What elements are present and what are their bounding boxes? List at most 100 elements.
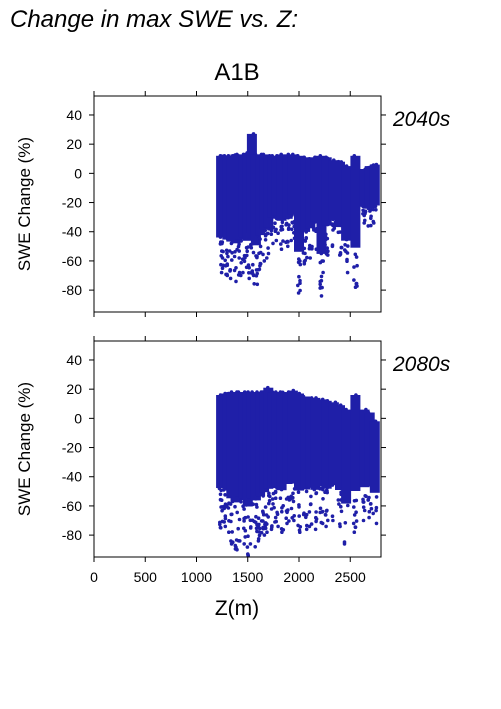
scatter-point bbox=[280, 220, 285, 224]
scatter-point bbox=[308, 243, 312, 248]
scatter-point bbox=[355, 284, 359, 288]
scatter-point bbox=[234, 279, 238, 284]
scatter-point bbox=[313, 527, 318, 532]
scatter-point bbox=[284, 223, 288, 227]
scatter-point bbox=[229, 512, 233, 517]
scatter-point bbox=[324, 252, 329, 256]
scatter-point bbox=[242, 259, 247, 264]
scatter-point bbox=[259, 530, 264, 535]
scatter-point bbox=[292, 518, 296, 523]
scatter-point bbox=[271, 241, 275, 246]
scatter-point bbox=[257, 267, 262, 272]
scatter-point bbox=[279, 247, 284, 251]
scatter-point bbox=[369, 223, 373, 228]
scenario-label: A1B bbox=[214, 59, 259, 86]
scatter-point bbox=[267, 498, 272, 503]
scatter-point bbox=[246, 534, 250, 538]
y-tick-label: 0 bbox=[74, 165, 82, 181]
scatter-point bbox=[374, 505, 379, 510]
point-cluster bbox=[350, 155, 361, 248]
scatter-point bbox=[219, 270, 224, 275]
scatter-point bbox=[233, 504, 237, 509]
scatter-point bbox=[223, 258, 227, 263]
scatter-point bbox=[267, 491, 271, 496]
scatter-point bbox=[320, 509, 325, 514]
scatter-point bbox=[235, 510, 239, 515]
scatter-point bbox=[297, 257, 301, 261]
scatter-point bbox=[261, 509, 265, 514]
scatter-point bbox=[371, 219, 376, 224]
scatter-point bbox=[320, 285, 324, 290]
scatter-point bbox=[230, 258, 234, 262]
scatter-point bbox=[225, 272, 229, 277]
scatter-point bbox=[270, 525, 274, 529]
scatter-point bbox=[291, 495, 295, 500]
scatter-point bbox=[290, 516, 295, 520]
scatter-point bbox=[220, 256, 225, 260]
scatter-point bbox=[352, 530, 357, 534]
scatter-point bbox=[298, 278, 302, 283]
scatter-point bbox=[351, 521, 356, 526]
scatter-point bbox=[233, 250, 237, 254]
scatter-point bbox=[338, 230, 342, 234]
scatter-point bbox=[255, 505, 259, 509]
scatter-point bbox=[237, 270, 242, 275]
scatter-point bbox=[326, 518, 330, 523]
x-tick-label: 500 bbox=[134, 569, 158, 585]
scatter-point bbox=[245, 253, 249, 258]
scatter-point bbox=[246, 552, 250, 556]
scatter-point bbox=[353, 252, 358, 257]
scatter-point bbox=[257, 522, 261, 527]
scatter-point bbox=[291, 499, 296, 504]
scatter-point bbox=[371, 207, 376, 212]
scatter-point bbox=[271, 226, 275, 230]
ticks-2040s: 40 20 0 -20 -40 -60 -80 bbox=[62, 91, 386, 317]
scatter-point bbox=[230, 530, 234, 534]
scatter-point bbox=[332, 226, 337, 230]
scatter-point bbox=[324, 509, 329, 513]
scatter-point bbox=[246, 263, 251, 267]
scatter-point bbox=[281, 504, 286, 508]
y-tick-label: -20 bbox=[62, 440, 82, 456]
scatter-point bbox=[261, 252, 265, 257]
x-tick-label: 1500 bbox=[232, 569, 263, 585]
y-tick-label: -40 bbox=[62, 224, 82, 240]
scatter-point bbox=[303, 239, 308, 243]
scatter-point bbox=[314, 491, 319, 495]
scatter-point bbox=[367, 515, 371, 520]
scatter-point bbox=[242, 519, 246, 523]
scatter-point bbox=[225, 251, 229, 256]
scatter-point bbox=[273, 221, 277, 225]
scatter-point bbox=[318, 487, 322, 491]
scatter-point bbox=[286, 227, 291, 231]
scatter-point bbox=[346, 244, 350, 248]
point-cluster bbox=[335, 161, 345, 228]
scatter-point bbox=[225, 503, 229, 508]
scatter-point bbox=[266, 231, 270, 236]
scatter-point bbox=[251, 262, 255, 267]
point-cluster bbox=[310, 397, 321, 490]
scatter-point bbox=[286, 244, 290, 249]
scatter-point bbox=[287, 519, 291, 523]
scatter-point bbox=[337, 502, 341, 506]
scatter-point bbox=[273, 515, 278, 520]
y-tick-label: 20 bbox=[66, 381, 82, 397]
scatter-point bbox=[308, 256, 313, 260]
y-tick-label: -60 bbox=[62, 253, 82, 269]
point-cluster bbox=[294, 393, 304, 491]
scatter-point bbox=[354, 510, 358, 514]
x-tick-label: 2000 bbox=[283, 569, 314, 585]
scatter-point bbox=[339, 504, 343, 509]
scatter-point bbox=[280, 224, 284, 229]
scatter-point bbox=[265, 522, 269, 526]
y-axis-label-2080s: SWE Change (%) bbox=[15, 382, 34, 516]
scatter-point bbox=[296, 490, 301, 495]
scatter-point bbox=[339, 245, 344, 250]
scatter-point bbox=[307, 524, 312, 529]
scatter-point bbox=[290, 227, 294, 232]
point-cluster bbox=[276, 154, 287, 221]
scatter-point bbox=[242, 526, 246, 531]
scatter-point bbox=[321, 497, 325, 501]
scatter-point bbox=[218, 492, 223, 497]
